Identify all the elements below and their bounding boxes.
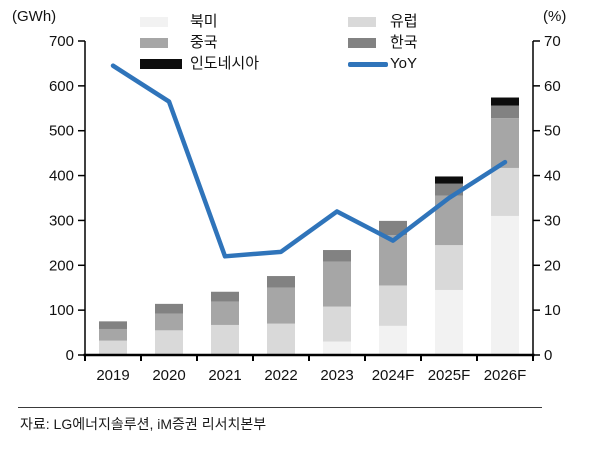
- x-category-label-2021: 2021: [208, 367, 241, 384]
- bar-segment-2026F-북미: [491, 215, 519, 355]
- bar-segment-2025F-북미: [435, 289, 463, 355]
- bar-segment-2020-중국: [155, 313, 183, 331]
- legend-swatch-인도네시아: [140, 59, 182, 69]
- bar-segment-2022-중국: [267, 287, 295, 324]
- source-divider: [18, 407, 542, 408]
- legend-swatch-북미: [140, 17, 168, 27]
- bar-segment-2020-유럽: [155, 330, 183, 355]
- x-category-label-2022: 2022: [264, 367, 297, 384]
- x-category-label-2020: 2020: [152, 367, 185, 384]
- bar-segment-2022-한국: [267, 276, 295, 288]
- bar-segment-2026F-중국: [491, 118, 519, 168]
- bar-segment-2024F-한국: [379, 220, 407, 236]
- bar-segment-2024F-북미: [379, 325, 407, 355]
- legend-swatch-한국: [348, 38, 376, 48]
- legend-swatch-유럽: [348, 17, 376, 27]
- x-category-label-2023: 2023: [320, 367, 353, 384]
- left-tick-label: 300: [49, 212, 74, 229]
- bar-segment-2023-유럽: [323, 306, 351, 342]
- bar-segment-2026F-한국: [491, 105, 519, 119]
- right-tick-label: 70: [544, 33, 561, 50]
- legend-label-한국: 한국: [390, 34, 418, 51]
- bar-segment-2019-한국: [99, 321, 127, 329]
- left-tick-label: 200: [49, 257, 74, 274]
- bar-segment-2025F-인도네시아: [435, 176, 463, 184]
- x-category-label-2019: 2019: [96, 367, 129, 384]
- left-tick-label: 100: [49, 302, 74, 319]
- left-tick-label: 0: [66, 347, 74, 364]
- bar-segment-2023-북미: [323, 341, 351, 355]
- bar-segment-2026F-인도네시아: [491, 97, 519, 106]
- right-axis-unit-label: (%): [543, 8, 567, 25]
- right-tick-label: 20: [544, 257, 561, 274]
- bar-segment-2025F-유럽: [435, 245, 463, 290]
- bar-segment-2020-한국: [155, 303, 183, 314]
- bar-segment-2023-한국: [323, 250, 351, 262]
- left-tick-label: 500: [49, 123, 74, 140]
- bar-segment-2024F-중국: [379, 235, 407, 286]
- legend-swatch-중국: [140, 38, 168, 48]
- x-category-label-2025F: 2025F: [428, 367, 471, 384]
- legend-label-YoY: YoY: [390, 55, 417, 72]
- bar-segment-2026F-유럽: [491, 167, 519, 216]
- x-category-label-2026F: 2026F: [484, 367, 527, 384]
- bar-segment-2019-유럽: [99, 340, 127, 355]
- source-note: 자료: LG에너지솔루션, iM증권 리서치본부: [20, 416, 267, 432]
- left-tick-label: 600: [49, 78, 74, 95]
- bar-segment-2021-한국: [211, 291, 239, 302]
- legend-label-중국: 중국: [190, 34, 218, 51]
- right-tick-label: 0: [544, 347, 552, 364]
- x-category-label-2024F: 2024F: [372, 367, 415, 384]
- left-axis-unit-label: (GWh): [12, 8, 57, 25]
- legend-label-유럽: 유럽: [390, 13, 418, 30]
- right-tick-label: 60: [544, 78, 561, 95]
- bar-segment-2024F-유럽: [379, 285, 407, 326]
- bar-segment-2021-중국: [211, 301, 239, 325]
- bar-segment-2022-유럽: [267, 323, 295, 355]
- right-tick-label: 50: [544, 123, 561, 140]
- right-tick-label: 30: [544, 212, 561, 229]
- legend-label-북미: 북미: [190, 13, 218, 30]
- left-tick-label: 400: [49, 168, 74, 185]
- bar-segment-2019-중국: [99, 328, 127, 341]
- bar-segment-2021-유럽: [211, 324, 239, 355]
- left-tick-label: 700: [49, 33, 74, 50]
- right-tick-label: 40: [544, 168, 561, 185]
- right-tick-label: 10: [544, 302, 561, 319]
- legend-swatch-YoY: [348, 62, 388, 67]
- legend-label-인도네시아: 인도네시아: [190, 55, 260, 72]
- bar-segment-2023-중국: [323, 261, 351, 307]
- yoy-line: [110, 63, 508, 259]
